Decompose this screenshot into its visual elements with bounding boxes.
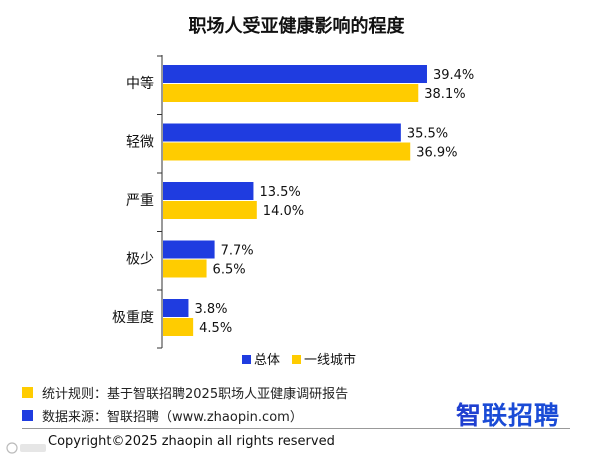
bar-value-label: 7.7% [221, 244, 254, 259]
category-label: 中等 [126, 75, 154, 92]
footer-divider [22, 428, 570, 429]
copyright: Copyright©2025 zhaopin all rights reserv… [48, 434, 335, 449]
legend-label-overall: 总体 [254, 353, 280, 368]
bar-chart: 中等 39.4% 38.1% 轻微 35.5% 36.9% 严重 13.5% 14.0% 极少 7.… [112, 55, 474, 368]
bar-tier1 [163, 201, 257, 219]
legend-label-tier1: 一线城市 [304, 352, 356, 368]
bar-value-label: 14.0% [263, 204, 304, 219]
category-label: 极重度 [112, 310, 154, 326]
watermark-logo [6, 442, 46, 454]
source-note: 数据来源：智联招聘（www.zhaopin.com） [22, 407, 303, 425]
bar-value-label: 36.9% [416, 146, 457, 161]
bar-overall [163, 182, 254, 200]
bar-overall [163, 65, 427, 83]
bar-value-label: 35.5% [407, 127, 448, 142]
bar-value-label: 13.5% [259, 185, 300, 200]
bar-value-label: 4.5% [199, 321, 232, 336]
source-swatch [22, 409, 33, 421]
source-text: 数据来源：智联招聘（www.zhaopin.com） [42, 409, 303, 425]
zhaopin-logo: 智联招聘 [456, 396, 560, 432]
logo-text: 联招聘 [482, 401, 561, 430]
bar-value-label: 39.4% [433, 68, 474, 83]
logo-mark: 智 [456, 401, 483, 430]
bar-overall [163, 240, 215, 259]
bar-value-label: 38.1% [424, 87, 465, 102]
legend-swatch-tier1 [292, 355, 301, 364]
legend-swatch-overall [242, 355, 251, 364]
category-label: 极少 [126, 252, 154, 268]
chart-title: 职场人受亚健康影响的程度 [188, 16, 405, 37]
bar-tier1 [163, 318, 194, 336]
bar-overall [163, 123, 401, 142]
rule-text: 统计规则：基于智联招聘2025职场人亚健康调研报告 [42, 386, 349, 402]
rule-note: 统计规则：基于智联招聘2025职场人亚健康调研报告 [22, 384, 349, 402]
bar-tier1 [163, 142, 411, 161]
bar-value-label: 3.8% [194, 302, 227, 317]
bar-overall [163, 299, 189, 317]
bar-tier1 [163, 84, 419, 102]
category-label: 严重 [126, 193, 154, 209]
category-label: 轻微 [126, 135, 154, 151]
rule-swatch [22, 386, 33, 398]
bar-value-label: 6.5% [213, 263, 246, 278]
bar-tier1 [163, 259, 207, 278]
